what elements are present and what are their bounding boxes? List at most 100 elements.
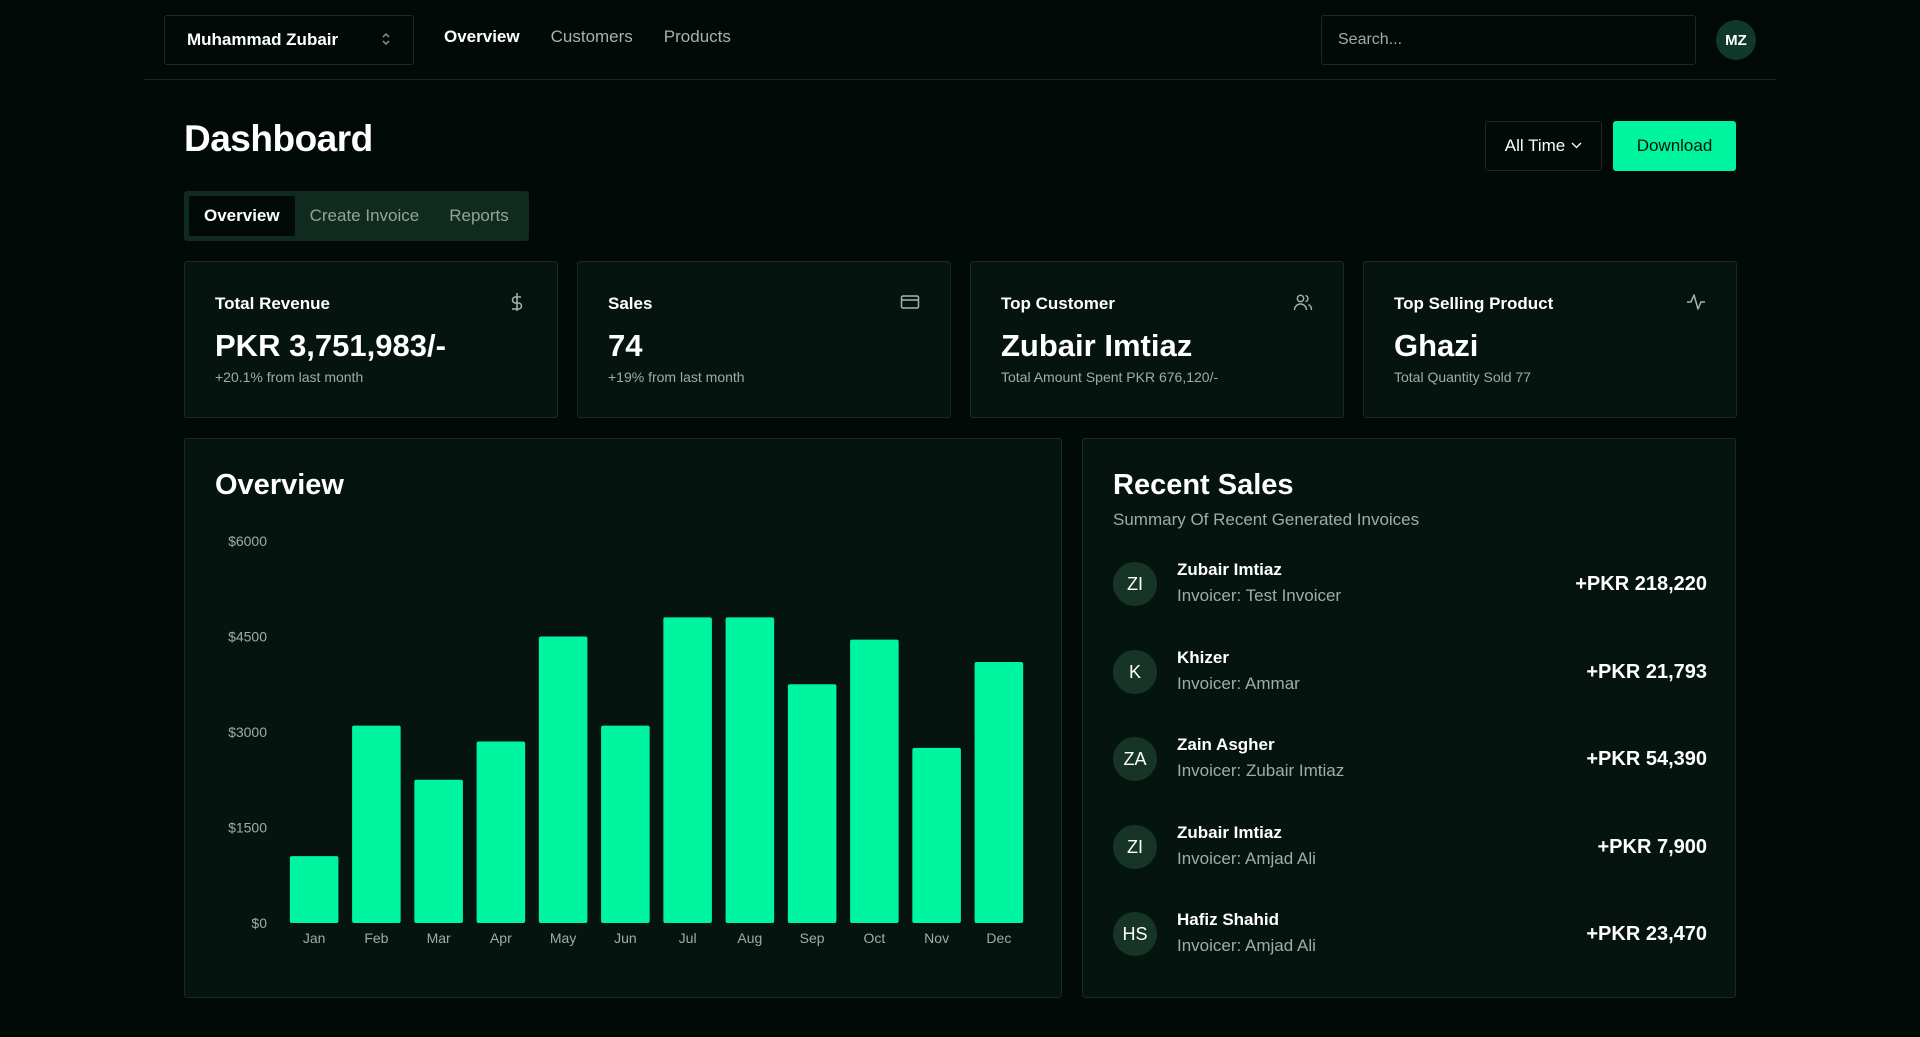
stat-subtext: Total Quantity Sold 77 xyxy=(1394,369,1531,385)
invoicer-name: Invoicer: Ammar xyxy=(1177,674,1300,693)
nav-customers[interactable]: Customers xyxy=(550,27,633,46)
x-tick-label: Dec xyxy=(986,930,1011,946)
y-tick-label: $6000 xyxy=(228,533,267,549)
dashboard-tabs: Overview Create Invoice Reports xyxy=(184,191,529,241)
user-avatar[interactable]: MZ xyxy=(1716,20,1756,60)
stat-value: 74 xyxy=(608,328,643,363)
stat-subtext: +19% from last month xyxy=(608,369,745,385)
stat-subtext: Total Amount Spent PKR 676,120/- xyxy=(1001,369,1219,385)
download-button[interactable]: Download xyxy=(1613,121,1736,171)
bar-nov[interactable] xyxy=(912,747,961,923)
customer-name: Zubair Imtiaz xyxy=(1177,560,1282,579)
top-navigation: Muhammad Zubair Overview Customers Produ… xyxy=(144,0,1776,80)
date-range-select[interactable]: All Time xyxy=(1485,121,1602,171)
invoicer-name: Invoicer: Zubair Imtiaz xyxy=(1177,761,1345,780)
stat-label: Sales xyxy=(608,294,653,313)
stat-card-total-revenue: Total Revenue PKR 3,751,983/- +20.1% fro… xyxy=(184,261,558,418)
x-tick-label: Jun xyxy=(614,930,637,946)
customer-name: Khizer xyxy=(1177,648,1229,667)
sale-amount: +PKR 54,390 xyxy=(1586,748,1707,770)
bar-dec[interactable] xyxy=(974,661,1024,923)
invoicer-name: Invoicer: Amjad Ali xyxy=(1177,936,1316,955)
overview-title: Overview xyxy=(215,469,344,501)
nav-overview[interactable]: Overview xyxy=(444,27,520,46)
y-tick-label: $3000 xyxy=(228,724,267,740)
stat-label: Total Revenue xyxy=(215,294,330,313)
customer-name: Zain Asgher xyxy=(1177,735,1275,754)
avatar: ZI xyxy=(1113,562,1157,606)
page-title: Dashboard xyxy=(184,118,373,159)
list-item[interactable]: ZA Zain Asgher Invoicer: Zubair Imtiaz +… xyxy=(1113,735,1707,785)
x-tick-label: Aug xyxy=(737,930,762,946)
bar-mar[interactable] xyxy=(414,779,463,923)
stat-card-top-selling-product: Top Selling Product Ghazi Total Quantity… xyxy=(1363,261,1737,418)
y-tick-label: $1500 xyxy=(228,820,267,836)
y-tick-label: $4500 xyxy=(228,629,267,645)
bar-jul[interactable] xyxy=(663,617,712,923)
avatar: K xyxy=(1113,650,1157,694)
recent-sales-subtitle: Summary Of Recent Generated Invoices xyxy=(1113,510,1420,529)
bar-may[interactable] xyxy=(538,636,588,924)
x-tick-label: Apr xyxy=(490,930,512,946)
avatar: ZA xyxy=(1113,737,1157,781)
bar-oct[interactable] xyxy=(850,639,899,923)
x-tick-label: Mar xyxy=(427,930,451,946)
overview-card: Overview $0 $1500 $3000 $4500 $6000 Jan Feb Mar… xyxy=(184,438,1062,998)
bar-feb[interactable] xyxy=(352,725,401,923)
list-item[interactable]: ZI Zubair Imtiaz Invoicer: Test Invoicer… xyxy=(1113,560,1707,610)
stat-value: Zubair Imtiaz xyxy=(1001,328,1193,363)
recent-sales-title: Recent Sales xyxy=(1113,469,1294,501)
x-tick-label: Oct xyxy=(863,930,885,946)
date-range-label: All Time xyxy=(1504,136,1566,155)
sale-amount: +PKR 218,220 xyxy=(1575,573,1707,595)
dollar-icon xyxy=(507,292,527,312)
stat-card-sales: Sales 74 +19% from last month xyxy=(577,261,951,418)
invoicer-name: Invoicer: Amjad Ali xyxy=(1177,849,1316,868)
team-name: Muhammad Zubair xyxy=(187,30,339,49)
users-icon xyxy=(1293,292,1313,312)
stat-label: Top Selling Product xyxy=(1394,294,1554,313)
search-input[interactable] xyxy=(1321,15,1696,65)
customer-name: Hafiz Shahid xyxy=(1177,910,1280,929)
stat-card-top-customer: Top Customer Zubair Imtiaz Total Amount … xyxy=(970,261,1344,418)
list-item[interactable]: ZI Zubair Imtiaz Invoicer: Amjad Ali +PK… xyxy=(1113,823,1707,873)
main-nav: Overview Customers Products xyxy=(444,27,731,47)
stat-value: PKR 3,751,983/- xyxy=(215,328,446,363)
tab-overview[interactable]: Overview xyxy=(189,196,295,236)
x-tick-label: Feb xyxy=(364,930,388,946)
bar-apr[interactable] xyxy=(476,741,526,923)
stat-subtext: +20.1% from last month xyxy=(215,369,364,385)
sale-amount: +PKR 7,900 xyxy=(1597,836,1707,858)
x-tick-label: Nov xyxy=(924,930,949,946)
customer-name: Zubair Imtiaz xyxy=(1177,823,1282,842)
x-tick-label: May xyxy=(550,930,576,946)
x-tick-label: Jan xyxy=(303,930,326,946)
chevron-down-icon xyxy=(1571,140,1582,152)
list-item[interactable]: HS Hafiz Shahid Invoicer: Amjad Ali +PKR… xyxy=(1113,910,1707,960)
avatar: HS xyxy=(1113,912,1157,956)
bar-aug[interactable] xyxy=(725,617,775,923)
team-switcher[interactable]: Muhammad Zubair xyxy=(164,15,414,65)
bar-sep[interactable] xyxy=(787,684,837,923)
sale-amount: +PKR 23,470 xyxy=(1586,923,1707,945)
tab-reports[interactable]: Reports xyxy=(449,206,509,225)
bar-jan[interactable] xyxy=(289,856,339,923)
avatar: ZI xyxy=(1113,825,1157,869)
activity-icon xyxy=(1686,292,1706,312)
recent-sales-card: Recent Sales Summary Of Recent Generated… xyxy=(1082,438,1736,998)
nav-products[interactable]: Products xyxy=(663,27,731,46)
y-tick-label: $0 xyxy=(251,915,267,931)
x-tick-label: Jul xyxy=(679,930,697,946)
stat-label: Top Customer xyxy=(1001,294,1115,313)
invoicer-name: Invoicer: Test Invoicer xyxy=(1177,586,1342,605)
sale-amount: +PKR 21,793 xyxy=(1586,661,1707,683)
list-item[interactable]: K Khizer Invoicer: Ammar +PKR 21,793 xyxy=(1113,648,1707,698)
overview-bar-chart: $0 $1500 $3000 $4500 $6000 Jan Feb Mar Apr May Jun… xyxy=(228,533,1024,946)
credit-card-icon xyxy=(900,292,920,312)
chevrons-up-down-icon xyxy=(381,32,391,48)
stat-value: Ghazi xyxy=(1394,328,1479,363)
x-tick-label: Sep xyxy=(800,930,825,946)
tab-create-invoice[interactable]: Create Invoice xyxy=(309,206,420,225)
bar-jun[interactable] xyxy=(601,725,650,923)
